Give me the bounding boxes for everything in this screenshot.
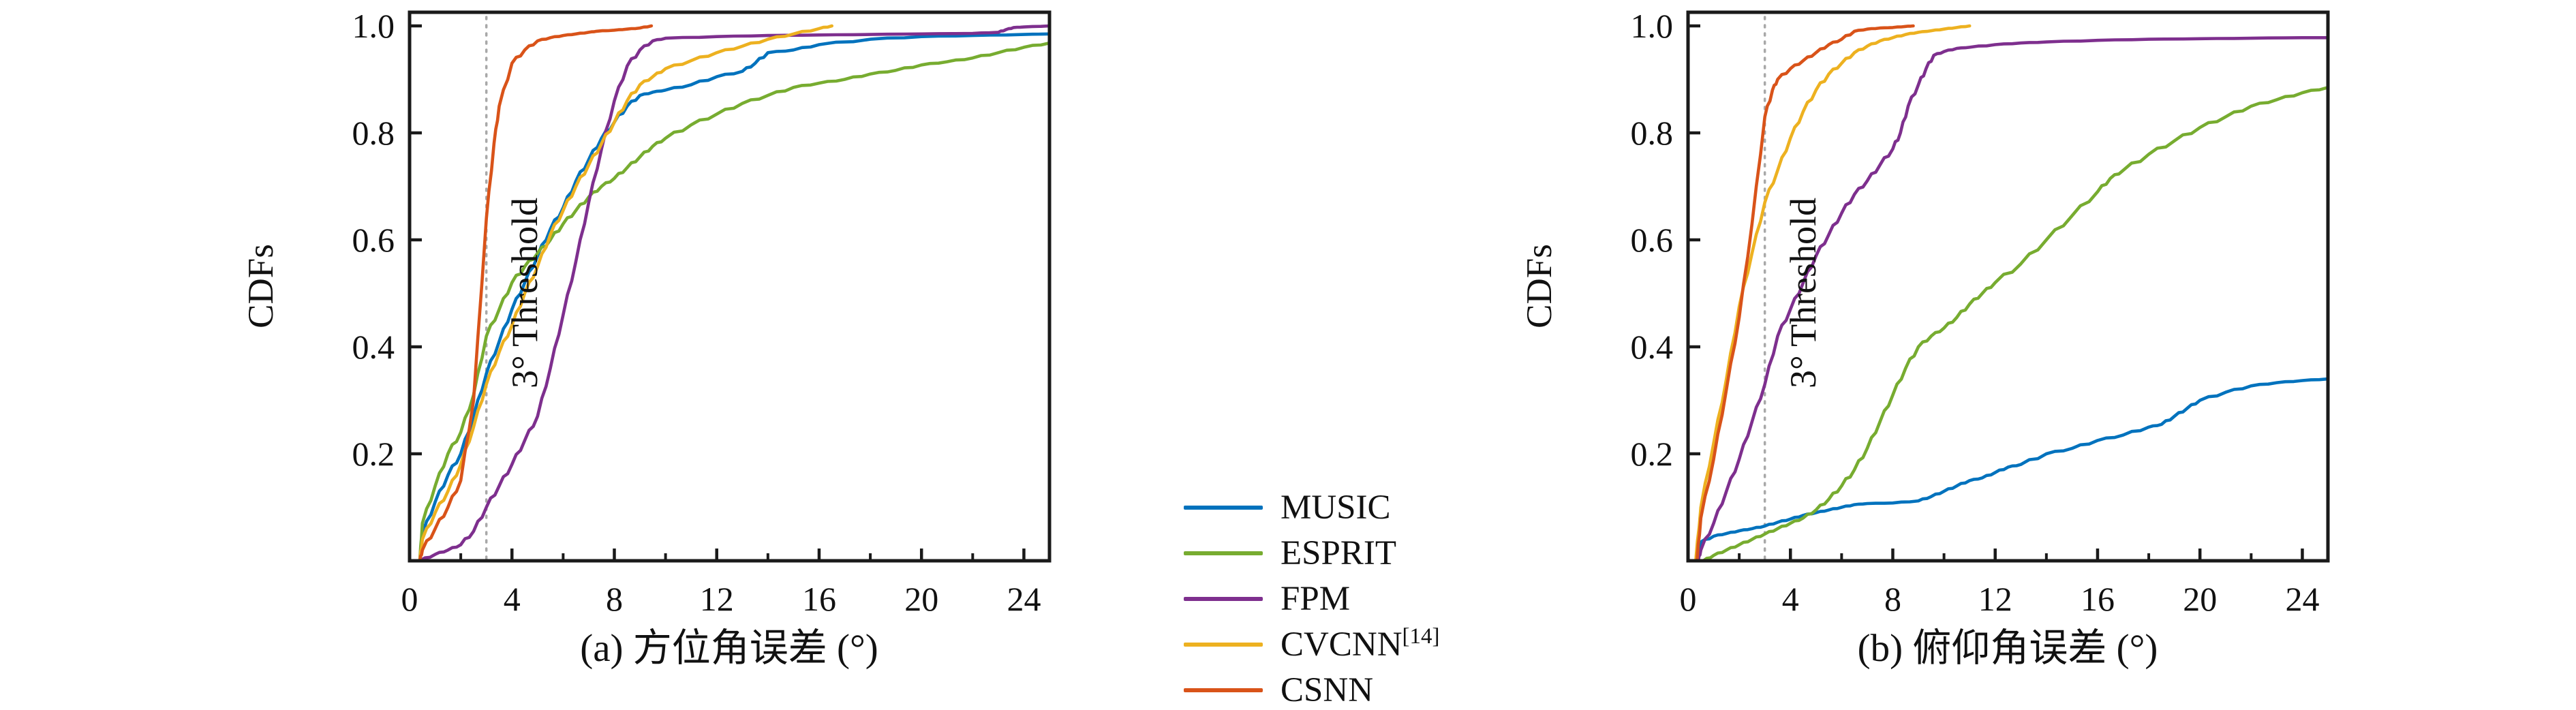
plot-caption: (b) 俯仰角误差 (°)	[1857, 627, 2158, 670]
cdf-curve-csnn	[1695, 24, 1915, 563]
y-axis-tick-label: 0.6	[1630, 221, 1674, 259]
legend-swatch-cvcnn-line	[1184, 642, 1263, 647]
y-axis-label: CDFs	[1520, 244, 1559, 328]
legend-item: CSNN	[1184, 667, 1565, 710]
legend: MUSIC ESPRIT FPM CVCNN[14] CSNN	[1184, 484, 1565, 710]
cdf-curve-esprit	[1702, 86, 2330, 563]
y-axis-tick-label: 0.8	[1630, 114, 1674, 152]
y-axis-tick-label: 0.8	[352, 114, 395, 152]
cdf-curve-fpm	[418, 24, 1052, 563]
x-axis-tick-label: 12	[699, 580, 734, 618]
x-axis-tick-label: 24	[2285, 580, 2320, 618]
axes-box	[1686, 10, 2330, 563]
legend-label: FPM	[1281, 579, 1351, 618]
plot-caption: (a) 方位角误差 (°)	[580, 627, 878, 670]
threshold-label: 3° Threshold	[1783, 197, 1824, 389]
y-axis-tick-label: 0.2	[352, 435, 395, 473]
y-axis-label: CDFs	[241, 244, 281, 328]
x-axis-tick-label: 24	[1007, 580, 1041, 618]
x-axis-tick-label: 4	[1781, 580, 1799, 618]
x-axis-tick-label: 16	[801, 580, 836, 618]
legend-swatch-fpm-line	[1184, 596, 1263, 601]
legend-swatch-csnn-line	[1184, 688, 1263, 692]
cdf-curve-cvcnn	[1694, 24, 1972, 563]
y-axis-tick-label: 1.0	[1630, 7, 1674, 45]
legend-sup: [14]	[1402, 623, 1440, 649]
x-axis-tick-label: 16	[2080, 580, 2115, 618]
y-axis-tick-label: 1.0	[352, 7, 395, 45]
cdf-curve-music	[1696, 377, 2330, 563]
x-axis-tick-label: 8	[1884, 580, 1901, 618]
legend-label: ESPRIT	[1281, 534, 1397, 572]
legend-swatch-music-line	[1184, 505, 1263, 510]
cdf-curve-esprit	[418, 41, 1052, 563]
y-axis-tick-label: 0.4	[1630, 328, 1674, 366]
legend-swatch-esprit-line	[1184, 551, 1263, 555]
x-axis-tick-label: 8	[605, 580, 623, 618]
legend-label: CSNN	[1281, 670, 1374, 709]
x-axis-tick-label: 4	[503, 580, 521, 618]
legend-label: CVCNN[14]	[1281, 623, 1440, 664]
threshold-label: 3° Threshold	[504, 197, 545, 389]
x-axis-tick-label: 0	[1679, 580, 1697, 618]
legend-item: FPM	[1184, 576, 1565, 621]
cdf-curve-csnn	[418, 24, 654, 563]
legend-label: MUSIC	[1281, 488, 1391, 527]
x-axis-tick-label: 0	[401, 580, 418, 618]
x-axis-tick-label: 20	[904, 580, 939, 618]
y-axis-tick-label: 0.6	[352, 221, 395, 259]
x-axis-tick-label: 20	[2183, 580, 2218, 618]
y-axis-tick-label: 0.2	[1630, 435, 1674, 473]
legend-item: MUSIC	[1184, 484, 1565, 530]
y-axis-tick-label: 0.4	[352, 328, 395, 366]
axes-box	[408, 10, 1052, 563]
x-axis-tick-label: 12	[1978, 580, 2012, 618]
legend-item: CVCNN[14]	[1184, 621, 1565, 667]
cdf-curve-fpm	[1696, 36, 2330, 563]
legend-item: ESPRIT	[1184, 530, 1565, 576]
